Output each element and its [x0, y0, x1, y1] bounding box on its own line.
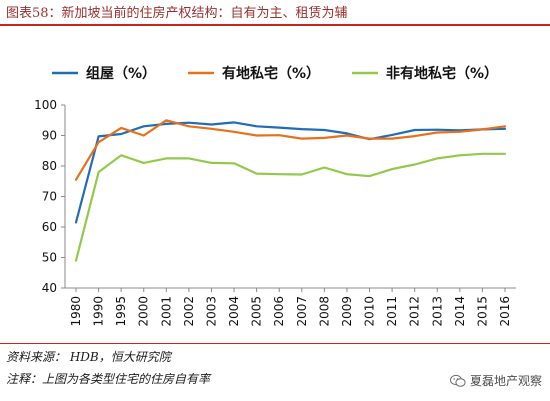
wechat-icon: [449, 374, 466, 387]
y-tick-label: 50: [42, 251, 57, 265]
series-line-2: [74, 119, 507, 181]
x-tick-label: 1995: [114, 296, 128, 327]
series-layer: [74, 119, 507, 262]
legend-label-3: 非有地私宅（%）: [386, 65, 498, 82]
x-tick-label: 2016: [498, 296, 512, 327]
x-tick-label: 2005: [250, 296, 264, 327]
series-line-3: [74, 152, 507, 262]
source-note: 资料来源： HDB，恒大研究院: [6, 350, 171, 364]
x-tick-label: 1990: [92, 296, 106, 327]
x-tick-label: 2014: [453, 296, 467, 327]
footnote: 注释：上图为各类型住宅的住房自有率: [6, 372, 211, 386]
axes: 40 50 60 70 80 90 100 1980 1990 1995 2000 2001 2002 2…: [34, 98, 516, 327]
title-divider: [0, 24, 550, 26]
x-tick-label: 2011: [385, 296, 399, 327]
x-tick-label: 1980: [69, 296, 83, 327]
y-tick-label: 80: [42, 159, 57, 173]
y-tick-label: 90: [42, 129, 57, 143]
legend-label-1: 组屋（%）: [86, 65, 156, 82]
x-tick-label: 2001: [159, 296, 173, 327]
y-tick-label: 70: [42, 190, 57, 204]
legend: 组屋（%） 有地私宅（%） 非有地私宅（%）: [52, 65, 498, 82]
series-line-1: [74, 121, 507, 224]
x-tick-label: 2012: [408, 296, 422, 327]
x-tick-label: 2009: [340, 296, 354, 327]
y-tick-label: 100: [34, 98, 57, 112]
legend-label-2: 有地私宅（%）: [222, 65, 320, 82]
x-tick-label: 2002: [182, 296, 196, 327]
x-tick-label: 2007: [295, 296, 309, 327]
x-tick-label: 2013: [430, 296, 444, 327]
watermark-text: 夏磊地产观察: [469, 374, 542, 388]
footer-divider: [0, 343, 550, 344]
figure-title: 图表58：新加坡当前的住房产权结构：自有为主、租赁为辅: [6, 6, 348, 21]
watermark: 夏磊地产观察: [449, 372, 542, 389]
x-tick-label: 2000: [137, 296, 151, 327]
x-tick-label: 2015: [475, 296, 489, 327]
x-tick-label: 2006: [272, 296, 286, 327]
x-tick-label: 2003: [204, 296, 218, 327]
x-tick-label: 2004: [227, 296, 241, 327]
x-tick-label: 2008: [317, 296, 331, 327]
y-tick-label: 60: [42, 220, 57, 234]
x-tick-label: 2010: [363, 296, 377, 327]
y-tick-label: 40: [42, 281, 57, 295]
